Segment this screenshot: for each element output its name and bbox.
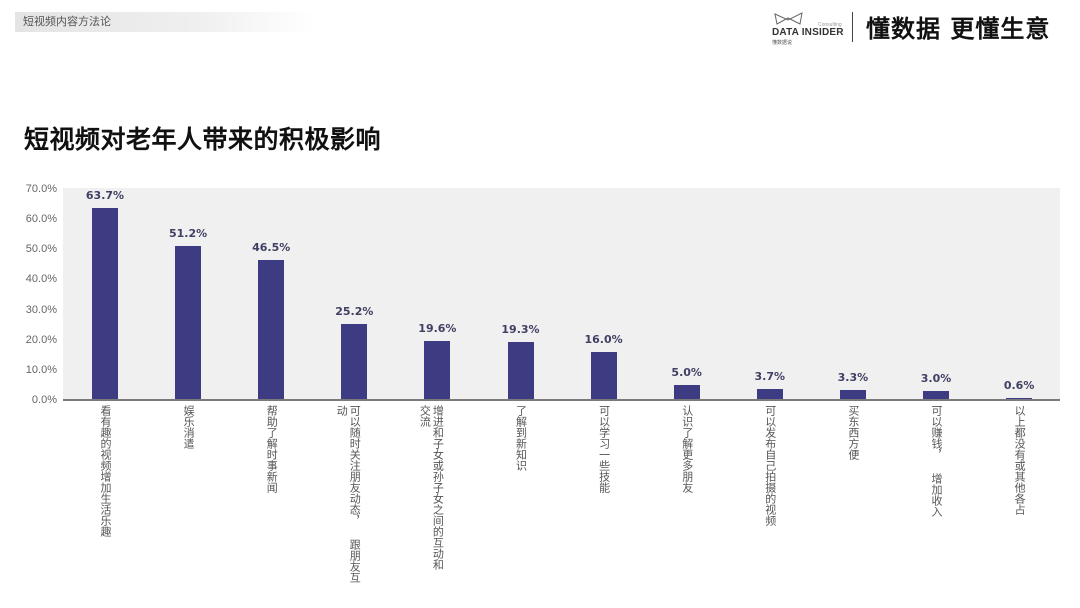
plot-area <box>63 188 1060 400</box>
x-category-label: 娱乐消遣 <box>182 405 196 449</box>
x-category-label: 帮助了解时事新闻 <box>265 405 279 493</box>
y-tick-label: 0.0% <box>31 394 57 406</box>
bar-value-label: 3.0% <box>920 371 952 385</box>
bar-value-label: 46.5% <box>252 240 291 254</box>
bar <box>673 384 700 400</box>
x-category-label: 可以赚钱， 增加收入 <box>930 405 943 517</box>
brand-name: DATA INSIDER <box>772 27 844 38</box>
bar <box>258 259 285 400</box>
bar-value-label: 51.2% <box>169 226 208 240</box>
brand-divider <box>852 12 853 42</box>
x-category-label: 增进和子女或孙子女之间的互动和 <box>431 405 445 570</box>
bar-value-label: 3.7% <box>754 369 786 383</box>
bar <box>923 390 949 400</box>
bar-value-label: 19.3% <box>501 322 540 336</box>
x-category-label: 认识了解更多朋友 <box>680 405 694 493</box>
bar <box>341 324 368 400</box>
bar <box>175 245 202 400</box>
bar <box>839 390 866 400</box>
bar-value-label: 0.6% <box>1003 379 1035 393</box>
section-tag: 短视频内容方法论 <box>15 12 315 32</box>
x-category-label: 可以学习一些技能 <box>597 405 611 493</box>
bar <box>92 207 118 400</box>
bar <box>507 341 534 400</box>
bar-value-label: 25.2% <box>335 305 374 319</box>
bar-value-label: 5.0% <box>671 365 702 379</box>
y-tick-label: 70.0% <box>25 183 57 195</box>
x-category-label: 动 <box>335 405 349 416</box>
x-category-label: 买东西方便 <box>846 405 860 460</box>
y-tick-label: 60.0% <box>25 213 57 226</box>
bowtie-logo-icon <box>774 12 803 25</box>
y-tick-label: 50.0% <box>25 243 57 256</box>
bar-value-label: 63.7% <box>85 188 125 202</box>
brand-logo: Consulting DATA INSIDER 懂数据说 <box>770 8 843 48</box>
brand-slogan: 懂数据 更懂生意 <box>866 15 1051 43</box>
brand-name-cn: 懂数据说 <box>772 40 793 46</box>
y-tick-label: 10.0% <box>25 363 57 376</box>
x-category-label: 可以随时关注朋友动态， 跟朋友互 <box>348 405 362 583</box>
x-axis-line <box>63 399 1060 401</box>
x-category-label: 交流 <box>418 405 432 427</box>
bar-value-label: 19.6% <box>418 321 457 335</box>
y-tick-label: 20.0% <box>25 333 57 346</box>
y-tick-label: 40.0% <box>25 273 57 286</box>
bar <box>590 351 617 400</box>
y-tick-label: 30.0% <box>25 303 57 316</box>
x-category-label: 了解到新知识 <box>514 405 528 471</box>
bar <box>424 340 451 400</box>
x-category-label: 看有趣的视频增加生活乐趣 <box>99 405 112 537</box>
bar-value-label: 3.3% <box>837 371 869 385</box>
x-category-label: 可以发布自己拍摄的视频 <box>763 405 777 526</box>
bar <box>756 388 783 400</box>
brand-consulting: Consulting <box>818 22 842 28</box>
bar-value-label: 16.0% <box>584 332 623 346</box>
chart-title: 短视频对老年人带来的积极影响 <box>24 125 382 154</box>
x-category-label: 以上都没有或其他各占 <box>1013 405 1027 515</box>
